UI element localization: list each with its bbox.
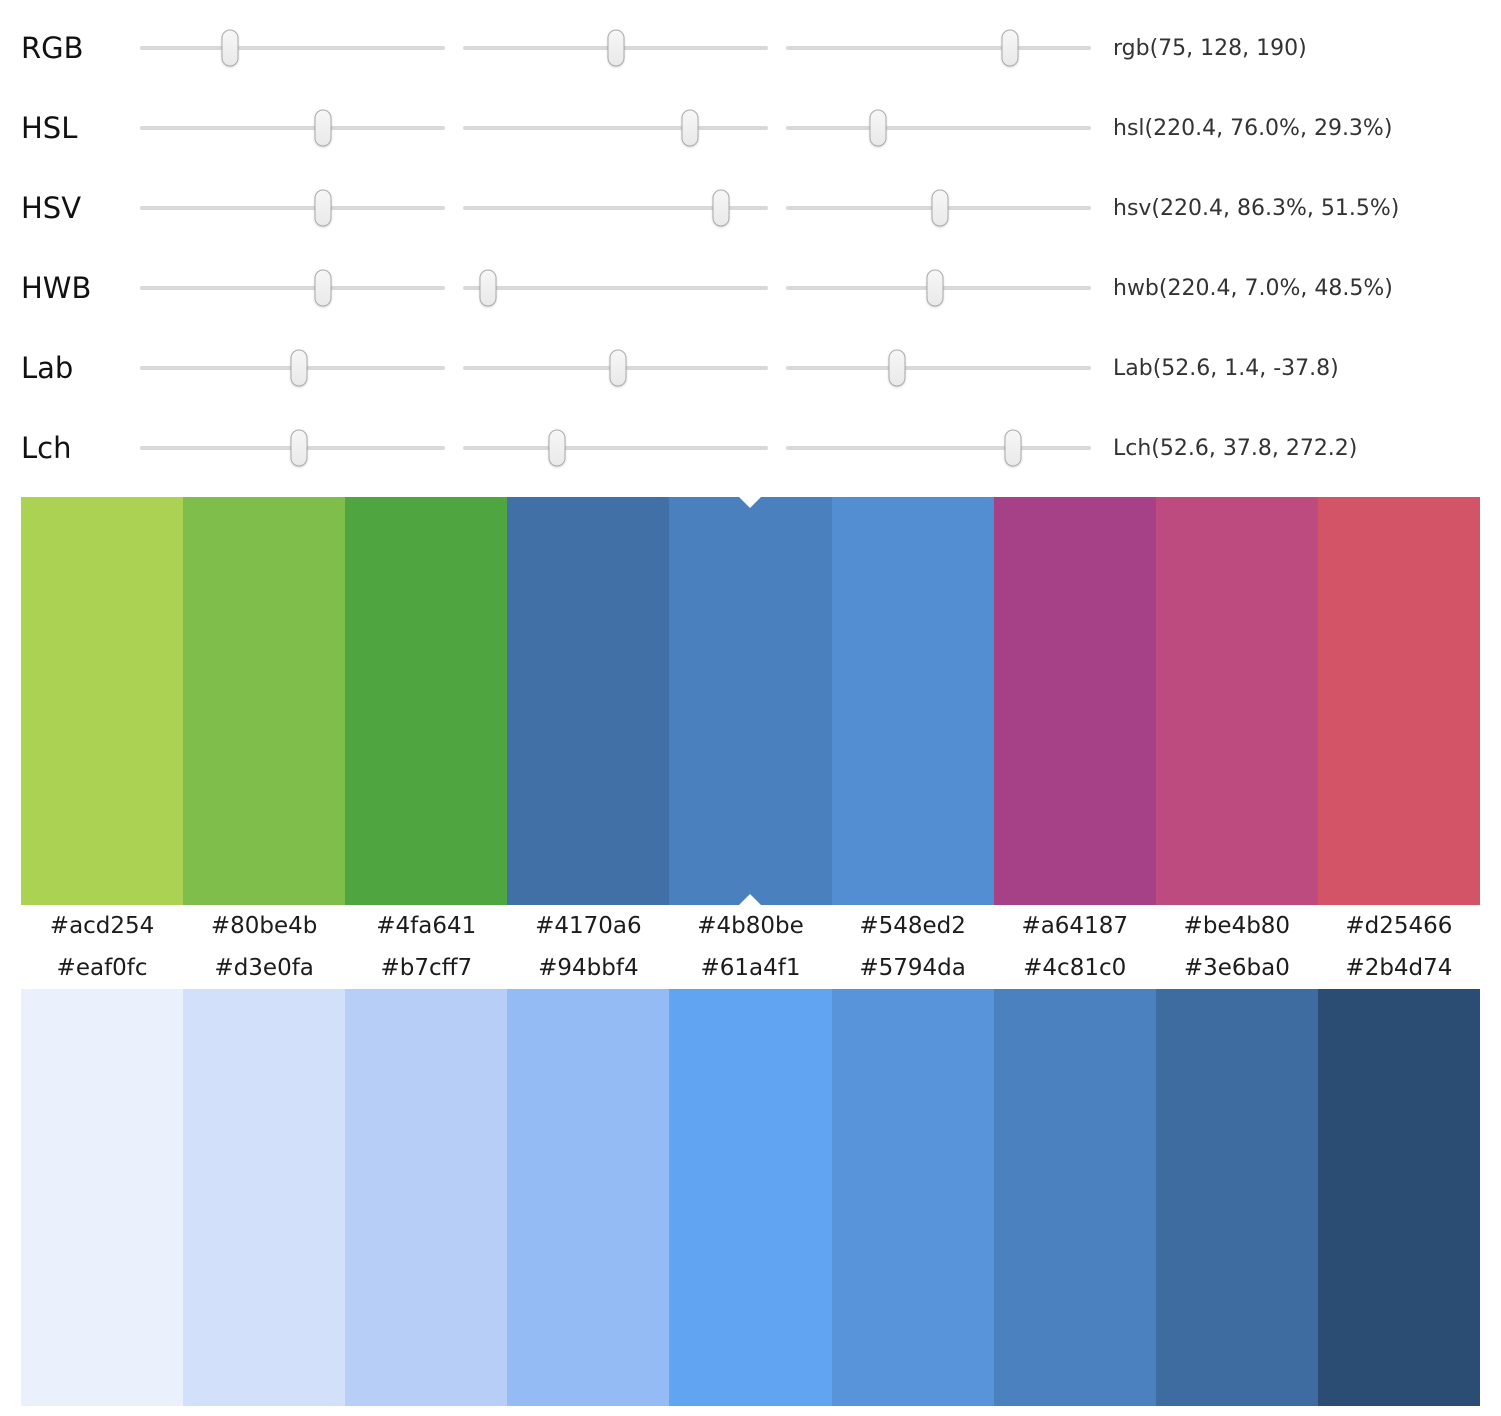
color-value-text: hwb(220.4, 7.0%, 48.5%) — [1113, 275, 1393, 301]
slider-panel: RGB rgb(75, 128, 190) HSL hsl(220.4, 76.… — [0, 0, 1501, 488]
slider-track[interactable] — [140, 428, 445, 468]
color-swatch[interactable] — [345, 989, 508, 1406]
slider-track[interactable] — [140, 348, 445, 388]
slider-row: HWB hwb(220.4, 7.0%, 48.5%) — [0, 248, 1501, 328]
colorspace-label: RGB — [21, 31, 84, 65]
color-swatch[interactable] — [831, 497, 994, 905]
slider-track[interactable] — [786, 348, 1091, 388]
slider-thumb[interactable] — [314, 269, 332, 307]
slider-track[interactable] — [463, 188, 768, 228]
color-value-text: hsl(220.4, 76.0%, 29.3%) — [1113, 115, 1393, 141]
slider-track[interactable] — [786, 188, 1091, 228]
hex-code-label: #5794da — [859, 955, 966, 981]
hex-code-label: #4fa641 — [376, 913, 477, 939]
hex-code-label: #d3e0fa — [214, 955, 314, 981]
hex-code-label: #4c81c0 — [1023, 955, 1127, 981]
hex-code-label: #acd254 — [49, 913, 155, 939]
color-swatch[interactable] — [507, 497, 670, 905]
slider-thumb[interactable] — [479, 269, 497, 307]
hex-code-label: #b7cff7 — [380, 955, 473, 981]
colorspace-label: HSL — [21, 111, 78, 145]
slider-thumb[interactable] — [314, 189, 332, 227]
color-swatch[interactable] — [993, 497, 1156, 905]
hex-code-label: #80be4b — [210, 913, 318, 939]
color-swatch[interactable] — [183, 497, 346, 905]
hex-code-label: #a64187 — [1021, 913, 1128, 939]
color-swatch[interactable] — [507, 989, 670, 1406]
hex-code-label: #3e6ba0 — [1183, 955, 1290, 981]
slider-thumb[interactable] — [931, 189, 949, 227]
slider-thumb[interactable] — [290, 429, 308, 467]
colorspace-label: HWB — [21, 271, 92, 305]
slider-track[interactable] — [140, 268, 445, 308]
hex-code-label: #4b80be — [697, 913, 804, 939]
hex-code-label: #d25466 — [1345, 913, 1453, 939]
hex-code-label: #4170a6 — [535, 913, 642, 939]
color-swatch[interactable] — [1155, 989, 1318, 1406]
slider-track[interactable] — [463, 108, 768, 148]
color-value-text: Lab(52.6, 1.4, -37.8) — [1113, 355, 1339, 381]
shade-palette-hex-labels: #eaf0fc #d3e0fa #b7cff7 #94bbf4 #61a4f1 #5794… — [21, 947, 1480, 989]
slider-track[interactable] — [463, 268, 768, 308]
color-swatch[interactable] — [1155, 497, 1318, 905]
slider-thumb[interactable] — [1004, 429, 1022, 467]
slider-track[interactable] — [463, 28, 768, 68]
slider-thumb[interactable] — [221, 29, 239, 67]
color-swatch[interactable] — [1317, 989, 1480, 1406]
color-value-text: hsv(220.4, 86.3%, 51.5%) — [1113, 195, 1400, 221]
slider-row: Lch Lch(52.6, 37.8, 272.2) — [0, 408, 1501, 488]
slider-track[interactable] — [786, 428, 1091, 468]
slider-thumb[interactable] — [1001, 29, 1019, 67]
color-swatch[interactable] — [21, 989, 184, 1406]
slider-row: Lab Lab(52.6, 1.4, -37.8) — [0, 328, 1501, 408]
color-swatch[interactable] — [345, 497, 508, 905]
slider-track[interactable] — [786, 268, 1091, 308]
colorspace-label: HSV — [21, 191, 82, 225]
color-swatch[interactable] — [831, 989, 994, 1406]
hue-palette-hex-labels: #acd254 #80be4b #4fa641 #4170a6 #4b80be #548e… — [21, 905, 1480, 947]
hex-code-label: #94bbf4 — [538, 955, 639, 981]
color-swatch[interactable] — [993, 989, 1156, 1406]
slider-thumb[interactable] — [548, 429, 566, 467]
color-swatch[interactable] — [669, 989, 832, 1406]
slider-thumb[interactable] — [681, 109, 699, 147]
hex-code-label: #be4b80 — [1183, 913, 1291, 939]
slider-thumb[interactable] — [712, 189, 730, 227]
slider-track[interactable] — [140, 108, 445, 148]
spacer — [0, 488, 1501, 497]
color-swatch[interactable] — [21, 497, 184, 905]
slider-thumb[interactable] — [609, 349, 627, 387]
slider-row: HSV hsv(220.4, 86.3%, 51.5%) — [0, 168, 1501, 248]
slider-row: RGB rgb(75, 128, 190) — [0, 8, 1501, 88]
shade-palette — [21, 989, 1480, 1406]
slider-thumb[interactable] — [607, 29, 624, 67]
slider-row: HSL hsl(220.4, 76.0%, 29.3%) — [0, 88, 1501, 168]
color-value-text: Lch(52.6, 37.8, 272.2) — [1113, 435, 1358, 461]
color-swatch[interactable] — [1317, 497, 1480, 905]
colorspace-label: Lab — [21, 351, 74, 385]
slider-thumb[interactable] — [869, 109, 886, 147]
color-swatch-selected[interactable] — [669, 497, 832, 905]
slider-thumb[interactable] — [926, 269, 944, 307]
hue-palette — [21, 497, 1480, 905]
hex-code-label: #2b4d74 — [1345, 955, 1453, 981]
slider-track[interactable] — [140, 188, 445, 228]
slider-thumb[interactable] — [888, 349, 906, 387]
slider-track[interactable] — [140, 28, 445, 68]
slider-track[interactable] — [786, 28, 1091, 68]
slider-thumb[interactable] — [314, 109, 332, 147]
hex-code-label: #eaf0fc — [56, 955, 148, 981]
color-swatch[interactable] — [183, 989, 346, 1406]
slider-track[interactable] — [463, 348, 768, 388]
colorspace-label: Lch — [21, 431, 72, 465]
slider-thumb[interactable] — [290, 349, 308, 387]
slider-track[interactable] — [786, 108, 1091, 148]
slider-track[interactable] — [463, 428, 768, 468]
hex-code-label: #61a4f1 — [700, 955, 801, 981]
color-value-text: rgb(75, 128, 190) — [1113, 35, 1307, 61]
hex-code-label: #548ed2 — [859, 913, 966, 939]
